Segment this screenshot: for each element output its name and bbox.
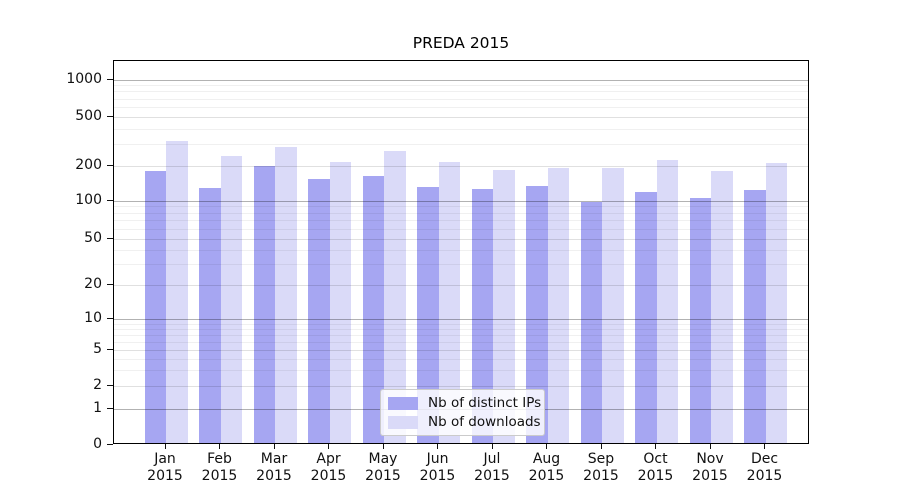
y-tick-50: [107, 237, 113, 239]
y-tick-label-100: 100: [75, 192, 102, 209]
legend-label-distinct-ips: Nb of distinct IPs: [428, 395, 542, 411]
y-tick-500: [107, 115, 113, 117]
y-tick-label-20: 20: [84, 276, 102, 293]
y-tick-1: [107, 407, 113, 409]
x-tick-aug: [546, 444, 547, 449]
bar-downloads-jan: [166, 140, 188, 443]
x-tick-label-jul: Jul 2015: [474, 451, 510, 484]
bar-downloads-oct: [656, 160, 678, 443]
legend-swatch-downloads: [388, 415, 418, 429]
bar-downloads-apr: [329, 162, 351, 443]
x-tick-jul: [491, 444, 493, 449]
bar-ips-aug: [526, 185, 548, 443]
y-tick-10: [107, 317, 113, 319]
y-tick-5: [107, 348, 113, 350]
bar-downloads-feb: [220, 155, 242, 443]
y-tick-20: [107, 283, 113, 285]
legend-item-distinct-ips: Nb of distinct IPs: [388, 395, 541, 411]
x-tick-apr: [328, 444, 329, 449]
x-tick-label-aug: Aug 2015: [528, 451, 565, 484]
x-tick-feb: [219, 444, 220, 449]
bar-downloads-nov: [711, 170, 733, 443]
y-tick-label-50: 50: [84, 230, 102, 247]
x-tick-oct: [655, 444, 656, 449]
bar-downloads-mar: [275, 147, 297, 443]
y-tick-label-1: 1: [93, 400, 102, 417]
plot-area: [113, 60, 809, 444]
bar-ips-may: [362, 176, 384, 443]
x-tick-label-apr: Apr 2015: [310, 451, 347, 484]
y-tick-0: [107, 443, 113, 445]
legend-swatch-distinct-ips: [388, 396, 418, 410]
y-tick-label-10: 10: [84, 310, 102, 327]
x-tick-label-nov: Nov 2015: [692, 451, 728, 484]
x-tick-label-jan: Jan 2015: [147, 451, 183, 484]
bar-ips-nov: [689, 198, 711, 443]
y-tick-label-1000: 1000: [66, 71, 102, 87]
bars-layer: [114, 61, 808, 443]
x-tick-sep: [600, 444, 602, 449]
bar-ips-sep: [580, 202, 602, 443]
x-tick-jan: [164, 444, 166, 449]
bar-ips-feb: [199, 187, 221, 443]
x-tick-nov: [709, 444, 711, 449]
legend-label-downloads: Nb of downloads: [428, 414, 541, 430]
x-tick-label-dec: Dec 2015: [746, 451, 783, 484]
y-tick-label-0: 0: [93, 436, 102, 452]
bar-downloads-may: [384, 151, 406, 443]
x-tick-jun: [437, 444, 438, 449]
x-tick-label-feb: Feb 2015: [201, 451, 238, 484]
legend: Nb of distinct IPs Nb of downloads: [380, 389, 545, 436]
bar-ips-jun: [417, 187, 439, 443]
bar-ips-jul: [471, 189, 493, 443]
y-tick-label-2: 2: [93, 377, 102, 394]
bar-ips-apr: [308, 178, 330, 443]
bar-downloads-jul: [493, 170, 515, 443]
bar-downloads-sep: [602, 167, 624, 443]
bar-ips-oct: [635, 192, 657, 443]
x-tick-label-may: May 2015: [365, 451, 401, 484]
bar-downloads-dec: [765, 163, 787, 443]
y-tick-200: [107, 164, 113, 166]
chart-title: PREDA 2015: [412, 34, 510, 52]
bar-downloads-aug: [547, 167, 569, 443]
x-tick-label-jun: Jun 2015: [419, 451, 456, 484]
x-tick-label-mar: Mar 2015: [256, 451, 292, 484]
bar-ips-dec: [744, 189, 766, 443]
y-tick-label-200: 200: [75, 157, 102, 174]
x-tick-dec: [764, 444, 765, 449]
y-tick-label-5: 5: [93, 341, 102, 358]
y-tick-100: [107, 199, 113, 201]
bar-ips-mar: [253, 165, 275, 443]
x-tick-label-oct: Oct 2015: [637, 451, 674, 484]
y-tick-1000: [107, 78, 113, 80]
y-tick-2: [107, 384, 113, 386]
y-tick-label-500: 500: [75, 108, 102, 125]
legend-item-downloads: Nb of downloads: [388, 414, 541, 430]
x-tick-label-sep: Sep 2015: [583, 451, 619, 484]
x-tick-may: [382, 444, 384, 449]
bar-ips-jan: [144, 170, 166, 443]
x-tick-mar: [273, 444, 275, 449]
bar-downloads-jun: [438, 162, 460, 443]
